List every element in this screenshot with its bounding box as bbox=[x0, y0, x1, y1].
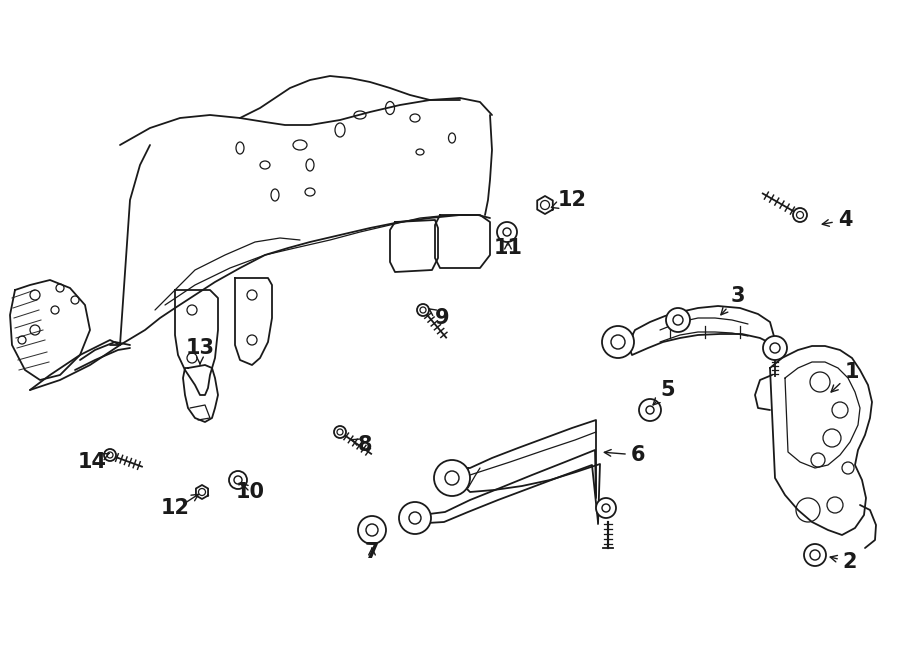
Text: 13: 13 bbox=[185, 338, 214, 364]
Text: 6: 6 bbox=[604, 445, 645, 465]
Circle shape bbox=[417, 304, 429, 316]
Text: 14: 14 bbox=[77, 452, 110, 472]
Circle shape bbox=[596, 498, 616, 518]
Text: 12: 12 bbox=[160, 498, 190, 518]
Text: 9: 9 bbox=[429, 308, 449, 328]
Text: 7: 7 bbox=[364, 542, 379, 562]
Text: 5: 5 bbox=[653, 380, 675, 405]
Circle shape bbox=[666, 308, 690, 332]
Circle shape bbox=[497, 222, 517, 242]
Text: 4: 4 bbox=[823, 210, 852, 230]
Circle shape bbox=[793, 208, 807, 222]
Polygon shape bbox=[537, 196, 553, 214]
Circle shape bbox=[104, 449, 116, 461]
Circle shape bbox=[229, 471, 247, 489]
Circle shape bbox=[639, 399, 661, 421]
Circle shape bbox=[358, 516, 386, 544]
Circle shape bbox=[763, 336, 787, 360]
Text: 8: 8 bbox=[352, 435, 373, 455]
Text: 1: 1 bbox=[831, 362, 860, 392]
Text: 11: 11 bbox=[493, 238, 523, 258]
Circle shape bbox=[602, 326, 634, 358]
Circle shape bbox=[334, 426, 346, 438]
Text: 3: 3 bbox=[721, 286, 745, 315]
Circle shape bbox=[804, 544, 826, 566]
Circle shape bbox=[434, 460, 470, 496]
Text: 12: 12 bbox=[552, 190, 587, 210]
Polygon shape bbox=[196, 485, 208, 499]
Circle shape bbox=[399, 502, 431, 534]
Text: 10: 10 bbox=[236, 482, 265, 502]
Text: 2: 2 bbox=[830, 552, 857, 572]
